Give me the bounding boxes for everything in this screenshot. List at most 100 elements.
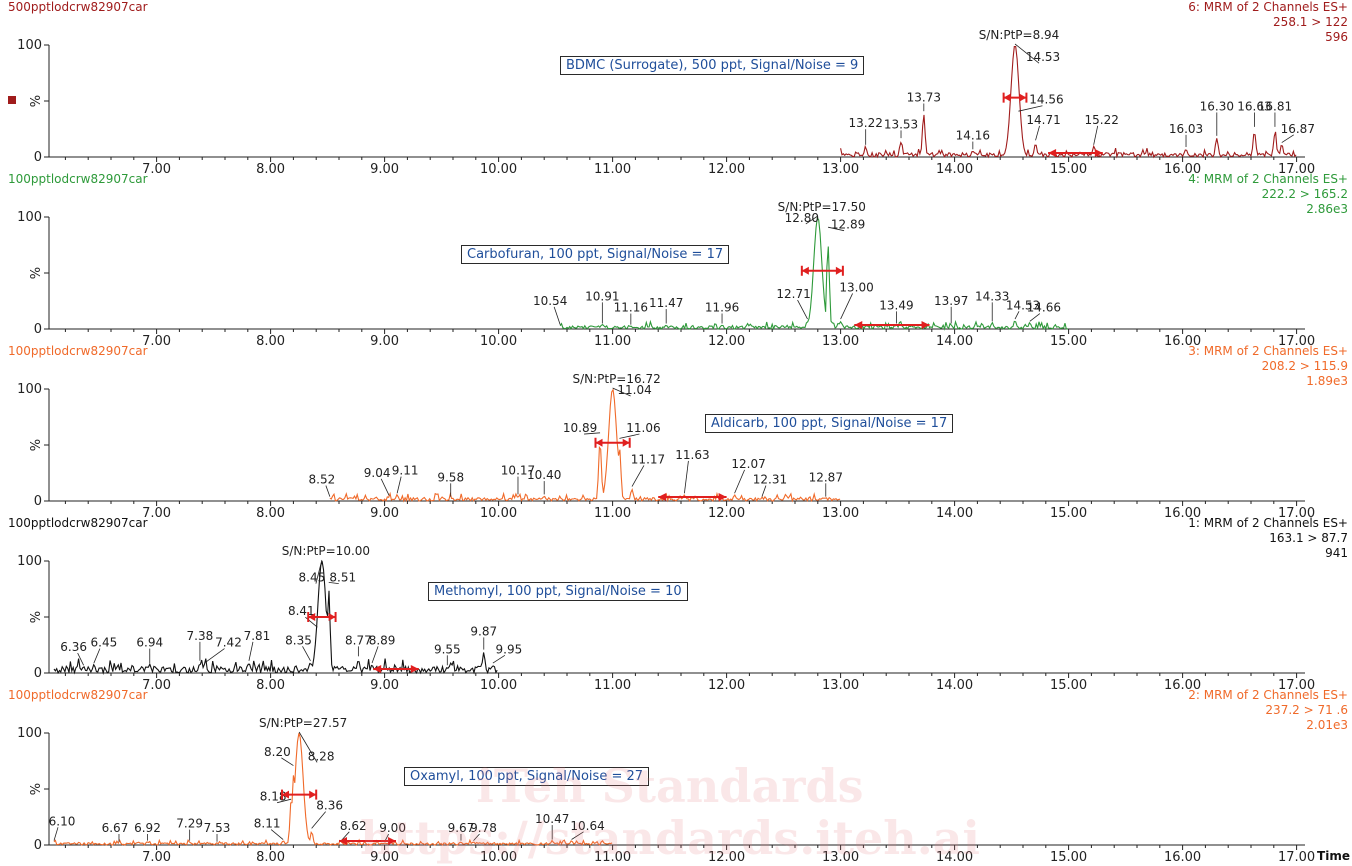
sn-arrow-head bbox=[328, 613, 336, 621]
peak-label: 8.89 bbox=[369, 633, 396, 647]
peak-leader bbox=[684, 460, 689, 494]
peak-label: 10.64 bbox=[570, 819, 604, 833]
x-tick-label: 15.00 bbox=[1050, 506, 1087, 521]
transition-label: 208.2 > 115.9 bbox=[1261, 359, 1348, 373]
x-tick-label: 17.00 bbox=[1278, 850, 1315, 865]
x-tick-label: 12.00 bbox=[708, 334, 745, 349]
peak-label: 8.77 bbox=[345, 633, 372, 647]
peak-leader bbox=[328, 582, 339, 585]
noise-arrow-head bbox=[1094, 149, 1103, 157]
chromatogram-trace bbox=[559, 216, 1068, 331]
peak-leader bbox=[1035, 125, 1040, 141]
peak-label: 11.16 bbox=[614, 301, 648, 315]
sn-arrow-head bbox=[1019, 93, 1027, 102]
x-tick-label: 8.00 bbox=[256, 334, 285, 349]
chromatogram-trace bbox=[53, 733, 613, 847]
peak-label: 10.89 bbox=[563, 421, 597, 435]
x-tick-label: 7.00 bbox=[142, 506, 171, 521]
peak-leader bbox=[805, 215, 819, 225]
noise-arrow-head bbox=[388, 837, 396, 845]
y-tick-label: 100 bbox=[17, 554, 42, 569]
peak-label: 11.96 bbox=[705, 301, 739, 315]
peak-leader bbox=[325, 485, 331, 497]
x-tick-label: 8.00 bbox=[256, 850, 285, 865]
peak-label: 16.81 bbox=[1258, 99, 1292, 113]
y-tick-label: 0 bbox=[34, 150, 42, 165]
peak-leader bbox=[1093, 125, 1099, 145]
channel-marker-icon bbox=[8, 96, 16, 104]
x-tick-label: 17.00 bbox=[1278, 334, 1315, 349]
x-tick-label: 12.00 bbox=[708, 850, 745, 865]
x-tick-label: 11.00 bbox=[594, 334, 631, 349]
peak-leader bbox=[311, 811, 326, 829]
peak-label: 12.07 bbox=[731, 457, 765, 471]
y-tick-label: 100 bbox=[17, 382, 42, 397]
x-tick-label: 11.00 bbox=[594, 850, 631, 865]
peak-label: 16.03 bbox=[1169, 122, 1203, 136]
x-tick-label: 9.00 bbox=[370, 850, 399, 865]
y-axis-label: % bbox=[29, 783, 44, 795]
peak-leader bbox=[340, 831, 350, 841]
y-axis-label: % bbox=[29, 267, 44, 279]
peak-label: 12.80 bbox=[785, 211, 819, 225]
intensity-label: 1.89e3 bbox=[1306, 374, 1348, 388]
intensity-label: 2.86e3 bbox=[1306, 202, 1348, 216]
x-tick-label: 10.00 bbox=[480, 850, 517, 865]
peak-label: 9.00 bbox=[379, 821, 406, 835]
peak-leader bbox=[1281, 134, 1294, 143]
peak-label: 14.33 bbox=[975, 289, 1009, 303]
peak-label: 11.47 bbox=[649, 296, 683, 310]
noise-arrow-head bbox=[854, 321, 863, 329]
x-tick-label: 10.00 bbox=[480, 162, 517, 177]
peak-label: 7.42 bbox=[215, 636, 242, 650]
peak-label: 6.94 bbox=[136, 636, 163, 650]
x-tick-label: 14.00 bbox=[936, 162, 973, 177]
peak-leader bbox=[281, 757, 294, 766]
channel-info: 3: MRM of 2 Channels ES+ 208.2 > 115.9 1… bbox=[1188, 344, 1348, 389]
x-tick-label: 17.00 bbox=[1278, 678, 1315, 693]
peak-leader bbox=[204, 648, 225, 664]
peak-leader bbox=[1018, 105, 1043, 112]
peak-label: 13.97 bbox=[934, 294, 968, 308]
peak-label: 11.63 bbox=[675, 448, 709, 462]
peak-label: 14.66 bbox=[1027, 301, 1061, 315]
peak-leader bbox=[584, 432, 601, 435]
noise-arrow-head bbox=[373, 665, 382, 673]
peak-label: 10.40 bbox=[527, 468, 561, 482]
x-tick-label: 8.00 bbox=[256, 506, 285, 521]
noise-arrow-head bbox=[718, 493, 727, 501]
chromatogram-trace bbox=[840, 46, 1297, 159]
peak-label: 9.95 bbox=[496, 642, 523, 656]
sn-label: S/N:PtP=16.72 bbox=[572, 372, 660, 386]
y-tick-label: 0 bbox=[34, 666, 42, 681]
peak-label: 13.73 bbox=[907, 90, 941, 104]
peak-leader bbox=[571, 831, 584, 840]
peak-label: 12.89 bbox=[831, 218, 865, 232]
x-tick-label: 14.00 bbox=[936, 334, 973, 349]
sn-arrow-head bbox=[282, 790, 289, 799]
peak-leader bbox=[473, 833, 480, 841]
y-axis-label: % bbox=[29, 95, 44, 107]
peak-leader bbox=[734, 469, 745, 494]
sn-label: S/N:PtP=17.50 bbox=[778, 200, 866, 214]
x-tick-label: 7.00 bbox=[142, 334, 171, 349]
peak-label: 8.45 bbox=[299, 571, 326, 585]
peak-label: 8.28 bbox=[308, 749, 335, 763]
noise-arrow-head bbox=[1048, 149, 1057, 157]
peak-label: 13.22 bbox=[849, 116, 883, 130]
peak-leader bbox=[298, 731, 318, 763]
peak-label: 8.11 bbox=[254, 817, 281, 831]
sample-name: 100pptlodcrw82907car bbox=[8, 516, 148, 530]
y-tick-label: 100 bbox=[17, 726, 42, 741]
sn-label: S/N:PtP=8.94 bbox=[979, 28, 1060, 42]
peak-label: 11.06 bbox=[626, 421, 660, 435]
x-tick-label: 9.00 bbox=[370, 162, 399, 177]
peak-label: 10.91 bbox=[585, 289, 619, 303]
compound-label: Methomyl, 100 ppt, Signal/Noise = 10 bbox=[428, 582, 688, 601]
channel-info: 4: MRM of 2 Channels ES+ 222.2 > 165.2 2… bbox=[1188, 172, 1348, 217]
x-axis-title: Time bbox=[1317, 849, 1350, 863]
peak-leader bbox=[631, 465, 645, 487]
peak-label: 6.67 bbox=[102, 821, 129, 835]
peak-leader bbox=[612, 387, 631, 397]
